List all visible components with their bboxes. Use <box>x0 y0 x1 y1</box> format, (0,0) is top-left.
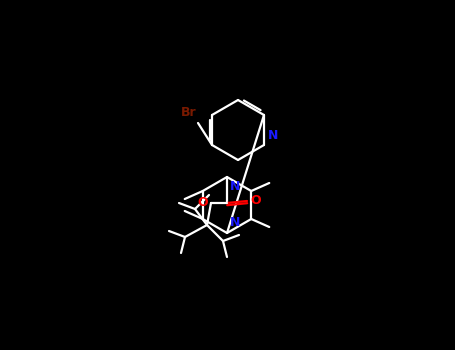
Text: N: N <box>230 216 240 229</box>
Text: O: O <box>197 196 208 210</box>
Text: N: N <box>230 180 240 193</box>
Text: N: N <box>268 129 278 142</box>
Text: O: O <box>250 195 261 208</box>
Text: Br: Br <box>180 106 196 119</box>
